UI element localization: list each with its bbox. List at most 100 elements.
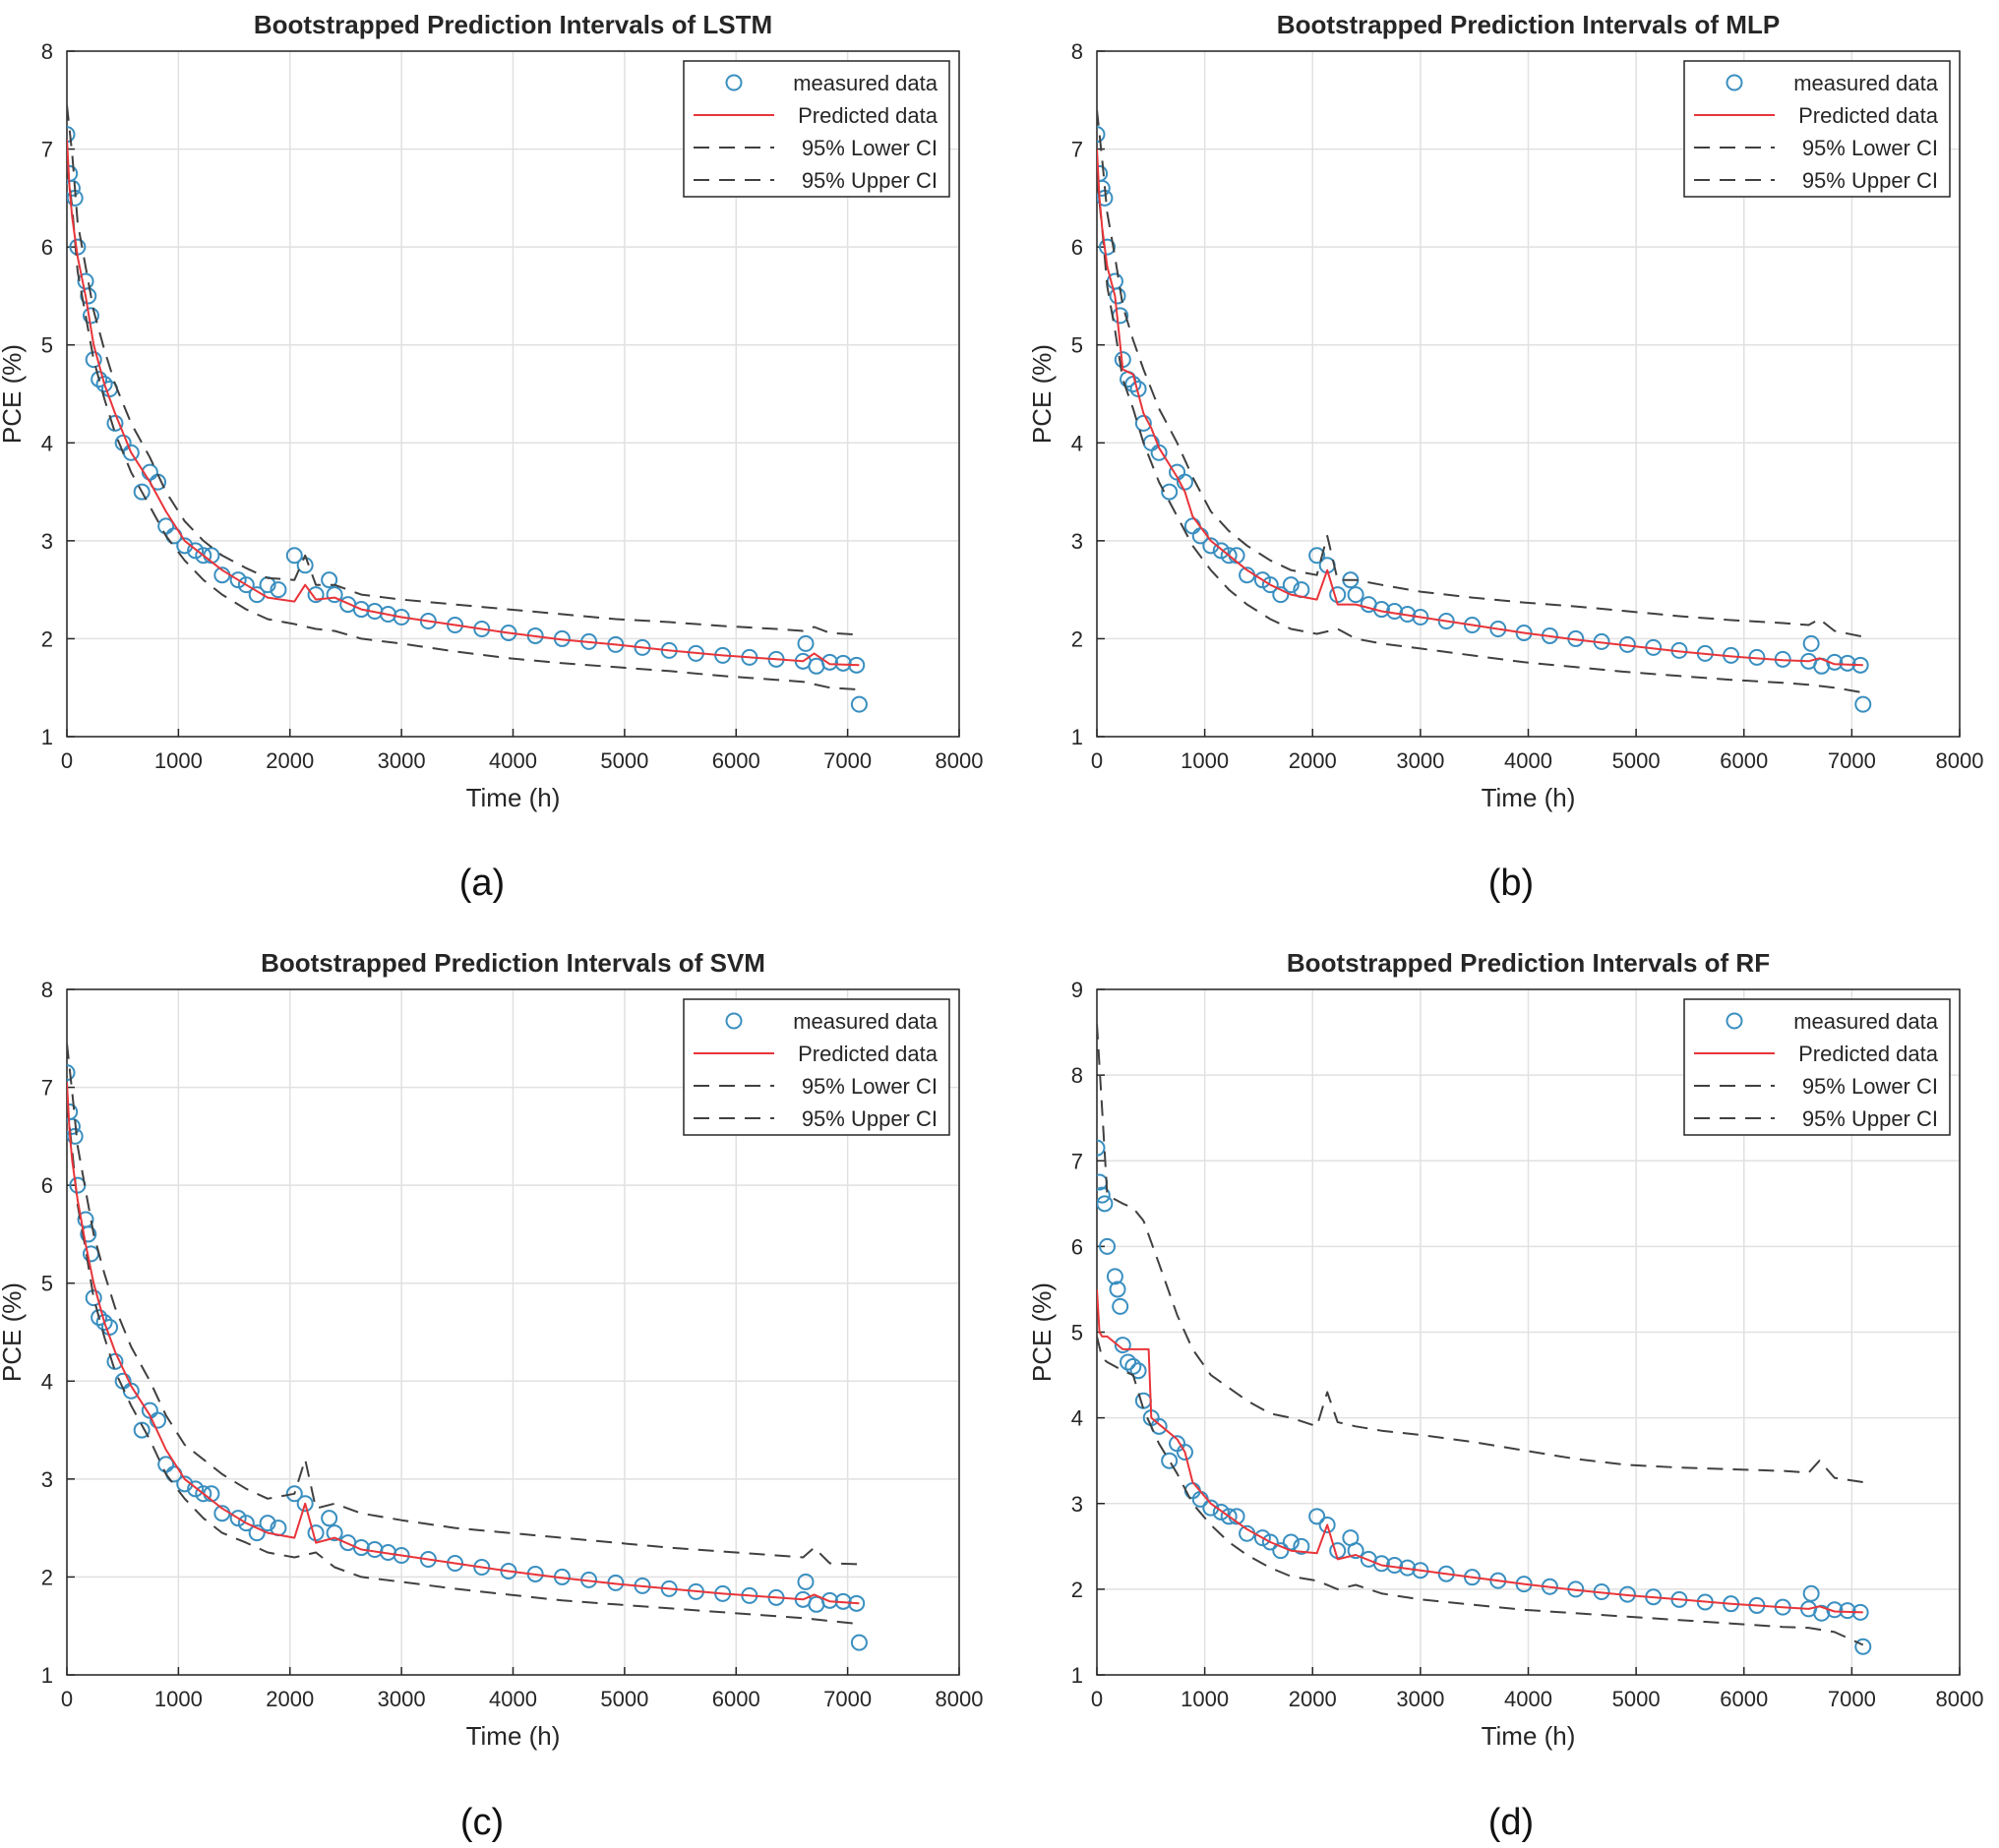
x-tick-label: 8000	[1936, 748, 1984, 773]
x-tick-label: 4000	[1504, 748, 1552, 773]
upper-ci-line	[1097, 1023, 1863, 1483]
legend-entry: Predicted data	[798, 103, 939, 128]
legend-entry: 95% Lower CI	[802, 1074, 938, 1099]
panel-d: 0 1000 2000 3000 4000 5000 6000 7000 8000 1 2 3 4 5 6 7…	[1027, 948, 1983, 1843]
measured-data-point	[285, 1485, 303, 1503]
x-tick-label: 0	[61, 1687, 73, 1711]
legend-entry: Predicted data	[1798, 103, 1939, 128]
chart-title: Bootstrapped Prediction Intervals of RF	[1287, 948, 1770, 978]
x-tick-label: 1000	[1181, 748, 1229, 773]
legend-entry: measured data	[793, 1009, 939, 1034]
measured-data-point	[797, 634, 815, 652]
measured-data-point	[1515, 624, 1533, 641]
legend-marker-measured	[1726, 1012, 1743, 1030]
measured-data-point	[321, 1510, 338, 1527]
measured-data-point	[1161, 1452, 1179, 1469]
measured-data-point	[95, 1314, 113, 1332]
measured-data-point	[141, 463, 158, 481]
legend-entry: Predicted data	[798, 1042, 939, 1066]
lower-ci-line	[67, 163, 860, 691]
measured-data-point	[1272, 586, 1290, 604]
measured-data-point	[1097, 126, 1106, 144]
measured-data-point	[352, 1539, 370, 1557]
measured-data-point	[80, 1225, 97, 1243]
measured-data-point	[1134, 414, 1152, 432]
y-tick-label: 5	[41, 333, 53, 358]
y-tick-label: 4	[1071, 1406, 1083, 1431]
x-tick-label: 5000	[1612, 748, 1661, 773]
measured-data-point	[1489, 620, 1507, 637]
x-tick-label: 6000	[1720, 1687, 1768, 1711]
y-tick-label: 6	[1071, 1234, 1083, 1259]
measured-data-point	[80, 287, 97, 305]
x-tick-label: 3000	[378, 1687, 426, 1711]
y-tick-label: 8	[1071, 39, 1083, 64]
measured-data-point	[259, 1515, 276, 1532]
legend-marker-measured	[1726, 74, 1743, 91]
measured-data-point	[1112, 1297, 1129, 1315]
legend-entry: 95% Upper CI	[1802, 168, 1938, 193]
y-tick-label: 4	[41, 1369, 53, 1394]
y-tick-label: 6	[41, 1173, 53, 1198]
measured-data-point	[187, 1480, 205, 1498]
x-axis-label: Time (h)	[1482, 1721, 1576, 1751]
measured-data-point	[157, 517, 175, 535]
x-tick-label: 3000	[1396, 748, 1444, 773]
upper-ci-line	[67, 1043, 860, 1566]
measured-data-point	[106, 1352, 124, 1370]
measured-data-point	[1106, 1268, 1123, 1285]
y-axis-label: PCE (%)	[0, 1282, 27, 1382]
measured-data-point	[850, 1634, 868, 1651]
lower-ci-line	[67, 1102, 860, 1626]
measured-data-point	[1124, 1357, 1142, 1375]
panel-label: (c)	[460, 1802, 504, 1843]
legend-entry: measured data	[1793, 71, 1939, 95]
plot-marks	[67, 104, 868, 713]
measured-data-point	[473, 1558, 491, 1576]
measured-data-point	[1176, 1443, 1193, 1461]
measured-data-point	[419, 1551, 437, 1569]
measured-data-point	[67, 1117, 81, 1135]
x-tick-label: 1000	[154, 748, 203, 773]
x-tick-label: 2000	[266, 1687, 314, 1711]
measured-data-point	[352, 601, 370, 619]
measured-data-point	[285, 547, 303, 565]
measured-data-point	[1261, 1533, 1279, 1551]
measured-data-point	[195, 1485, 212, 1503]
measured-data-point	[1282, 1533, 1300, 1551]
measured-data-point	[1347, 1542, 1364, 1560]
measured-data-point	[1802, 1584, 1820, 1602]
upper-ci-line	[1097, 109, 1863, 638]
measured-data-point	[1120, 1353, 1137, 1371]
measured-data-point	[1220, 547, 1238, 565]
x-tick-label: 5000	[1612, 1687, 1661, 1711]
legend-box	[683, 60, 950, 198]
measured-data-point	[85, 351, 102, 369]
y-tick-label: 1	[1071, 725, 1083, 749]
y-tick-label: 8	[41, 39, 53, 64]
measured-data-point	[237, 1515, 255, 1532]
measured-data-point	[307, 586, 325, 604]
y-tick-label: 2	[41, 626, 53, 651]
measured-data-point	[326, 1524, 343, 1542]
measured-data-point	[133, 1421, 151, 1439]
measured-data-point	[95, 376, 113, 393]
y-tick-label: 4	[41, 431, 53, 455]
y-tick-label: 8	[1071, 1063, 1083, 1088]
x-tick-label: 8000	[936, 1687, 984, 1711]
measured-data-point	[1097, 1186, 1111, 1204]
x-tick-label: 0	[1091, 748, 1103, 773]
measured-data-point	[150, 1411, 167, 1429]
x-tick-label: 2000	[1289, 1687, 1337, 1711]
measured-data-point	[1097, 1139, 1106, 1157]
x-tick-label: 1000	[1181, 1687, 1229, 1711]
legend-box	[1683, 60, 1951, 198]
x-tick-label: 4000	[1504, 1687, 1552, 1711]
x-tick-label: 6000	[712, 748, 760, 773]
measured-data-point	[1839, 654, 1856, 672]
y-axis-label: PCE (%)	[0, 344, 27, 444]
legend-entry: 95% Upper CI	[802, 168, 938, 193]
measured-data-point	[1099, 1237, 1117, 1255]
measured-data-point	[270, 581, 287, 599]
